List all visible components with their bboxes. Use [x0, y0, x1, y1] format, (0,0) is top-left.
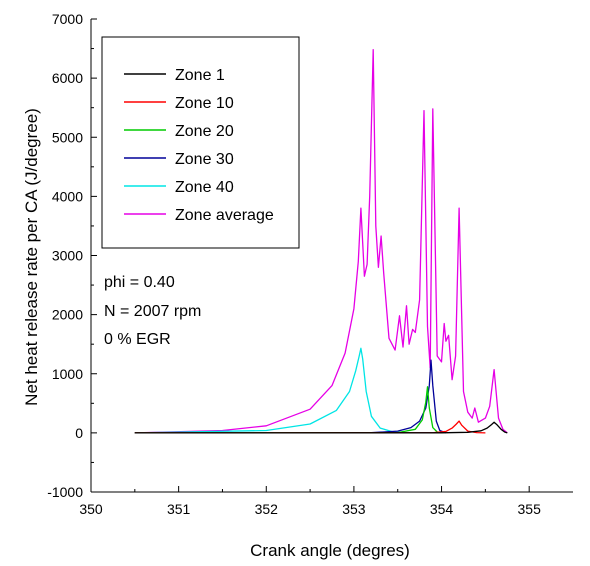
annotation-egr: 0 % EGR [104, 331, 171, 348]
legend-box [101, 36, 300, 249]
x-axis-title: Crank angle (degres) [250, 541, 410, 560]
series-line-zone-20 [134, 386, 442, 434]
axes-layer: 350 351 352 353 354 355 -1000 0 1000 2000 3000 4000… [47, 11, 573, 517]
y-tick-label: 2000 [52, 307, 83, 323]
legend-label-zone-1: Zone 1 [175, 67, 225, 84]
x-tick-label: 354 [430, 501, 454, 517]
y-axis-title: Net heat release rate per CA (J/degree) [22, 108, 41, 406]
y-tick-label: 0 [75, 425, 83, 441]
y-tick-label: 4000 [52, 188, 83, 204]
y-tick-label: 7000 [52, 11, 83, 27]
annotation-block: phi = 0.40 N = 2007 rpm 0 % EGR [104, 274, 201, 348]
y-tick-label: 6000 [52, 70, 83, 86]
y-tick-label: 5000 [52, 129, 83, 145]
series-line-zone-average [134, 49, 508, 434]
x-tick-label: 355 [518, 501, 542, 517]
y-tick-label: -1000 [47, 484, 83, 500]
legend-label-zone-20: Zone 20 [175, 123, 234, 140]
series-layer [134, 49, 508, 434]
legend-label-zone-40: Zone 40 [175, 179, 234, 196]
series-line-zone-40 [134, 347, 407, 434]
series-line-zone-1 [134, 421, 508, 434]
annotation-phi: phi = 0.40 [104, 274, 175, 291]
legend: Zone 1 Zone 10 Zone 20 Zone 30 Zone 40 Zone a… [101, 36, 300, 249]
annotation-rpm: N = 2007 rpm [104, 303, 201, 320]
x-tick-label: 350 [79, 501, 103, 517]
series-line-zone-30 [134, 359, 447, 434]
y-tick-label: 1000 [52, 366, 83, 382]
x-tick-label: 353 [342, 501, 366, 517]
y-tick-label: 3000 [52, 248, 83, 264]
x-tick-label: 351 [167, 501, 191, 517]
legend-label-zone-10: Zone 10 [175, 95, 234, 112]
x-tick-label: 352 [255, 501, 279, 517]
legend-label-zone-average: Zone average [175, 207, 274, 224]
legend-label-zone-30: Zone 30 [175, 151, 234, 168]
